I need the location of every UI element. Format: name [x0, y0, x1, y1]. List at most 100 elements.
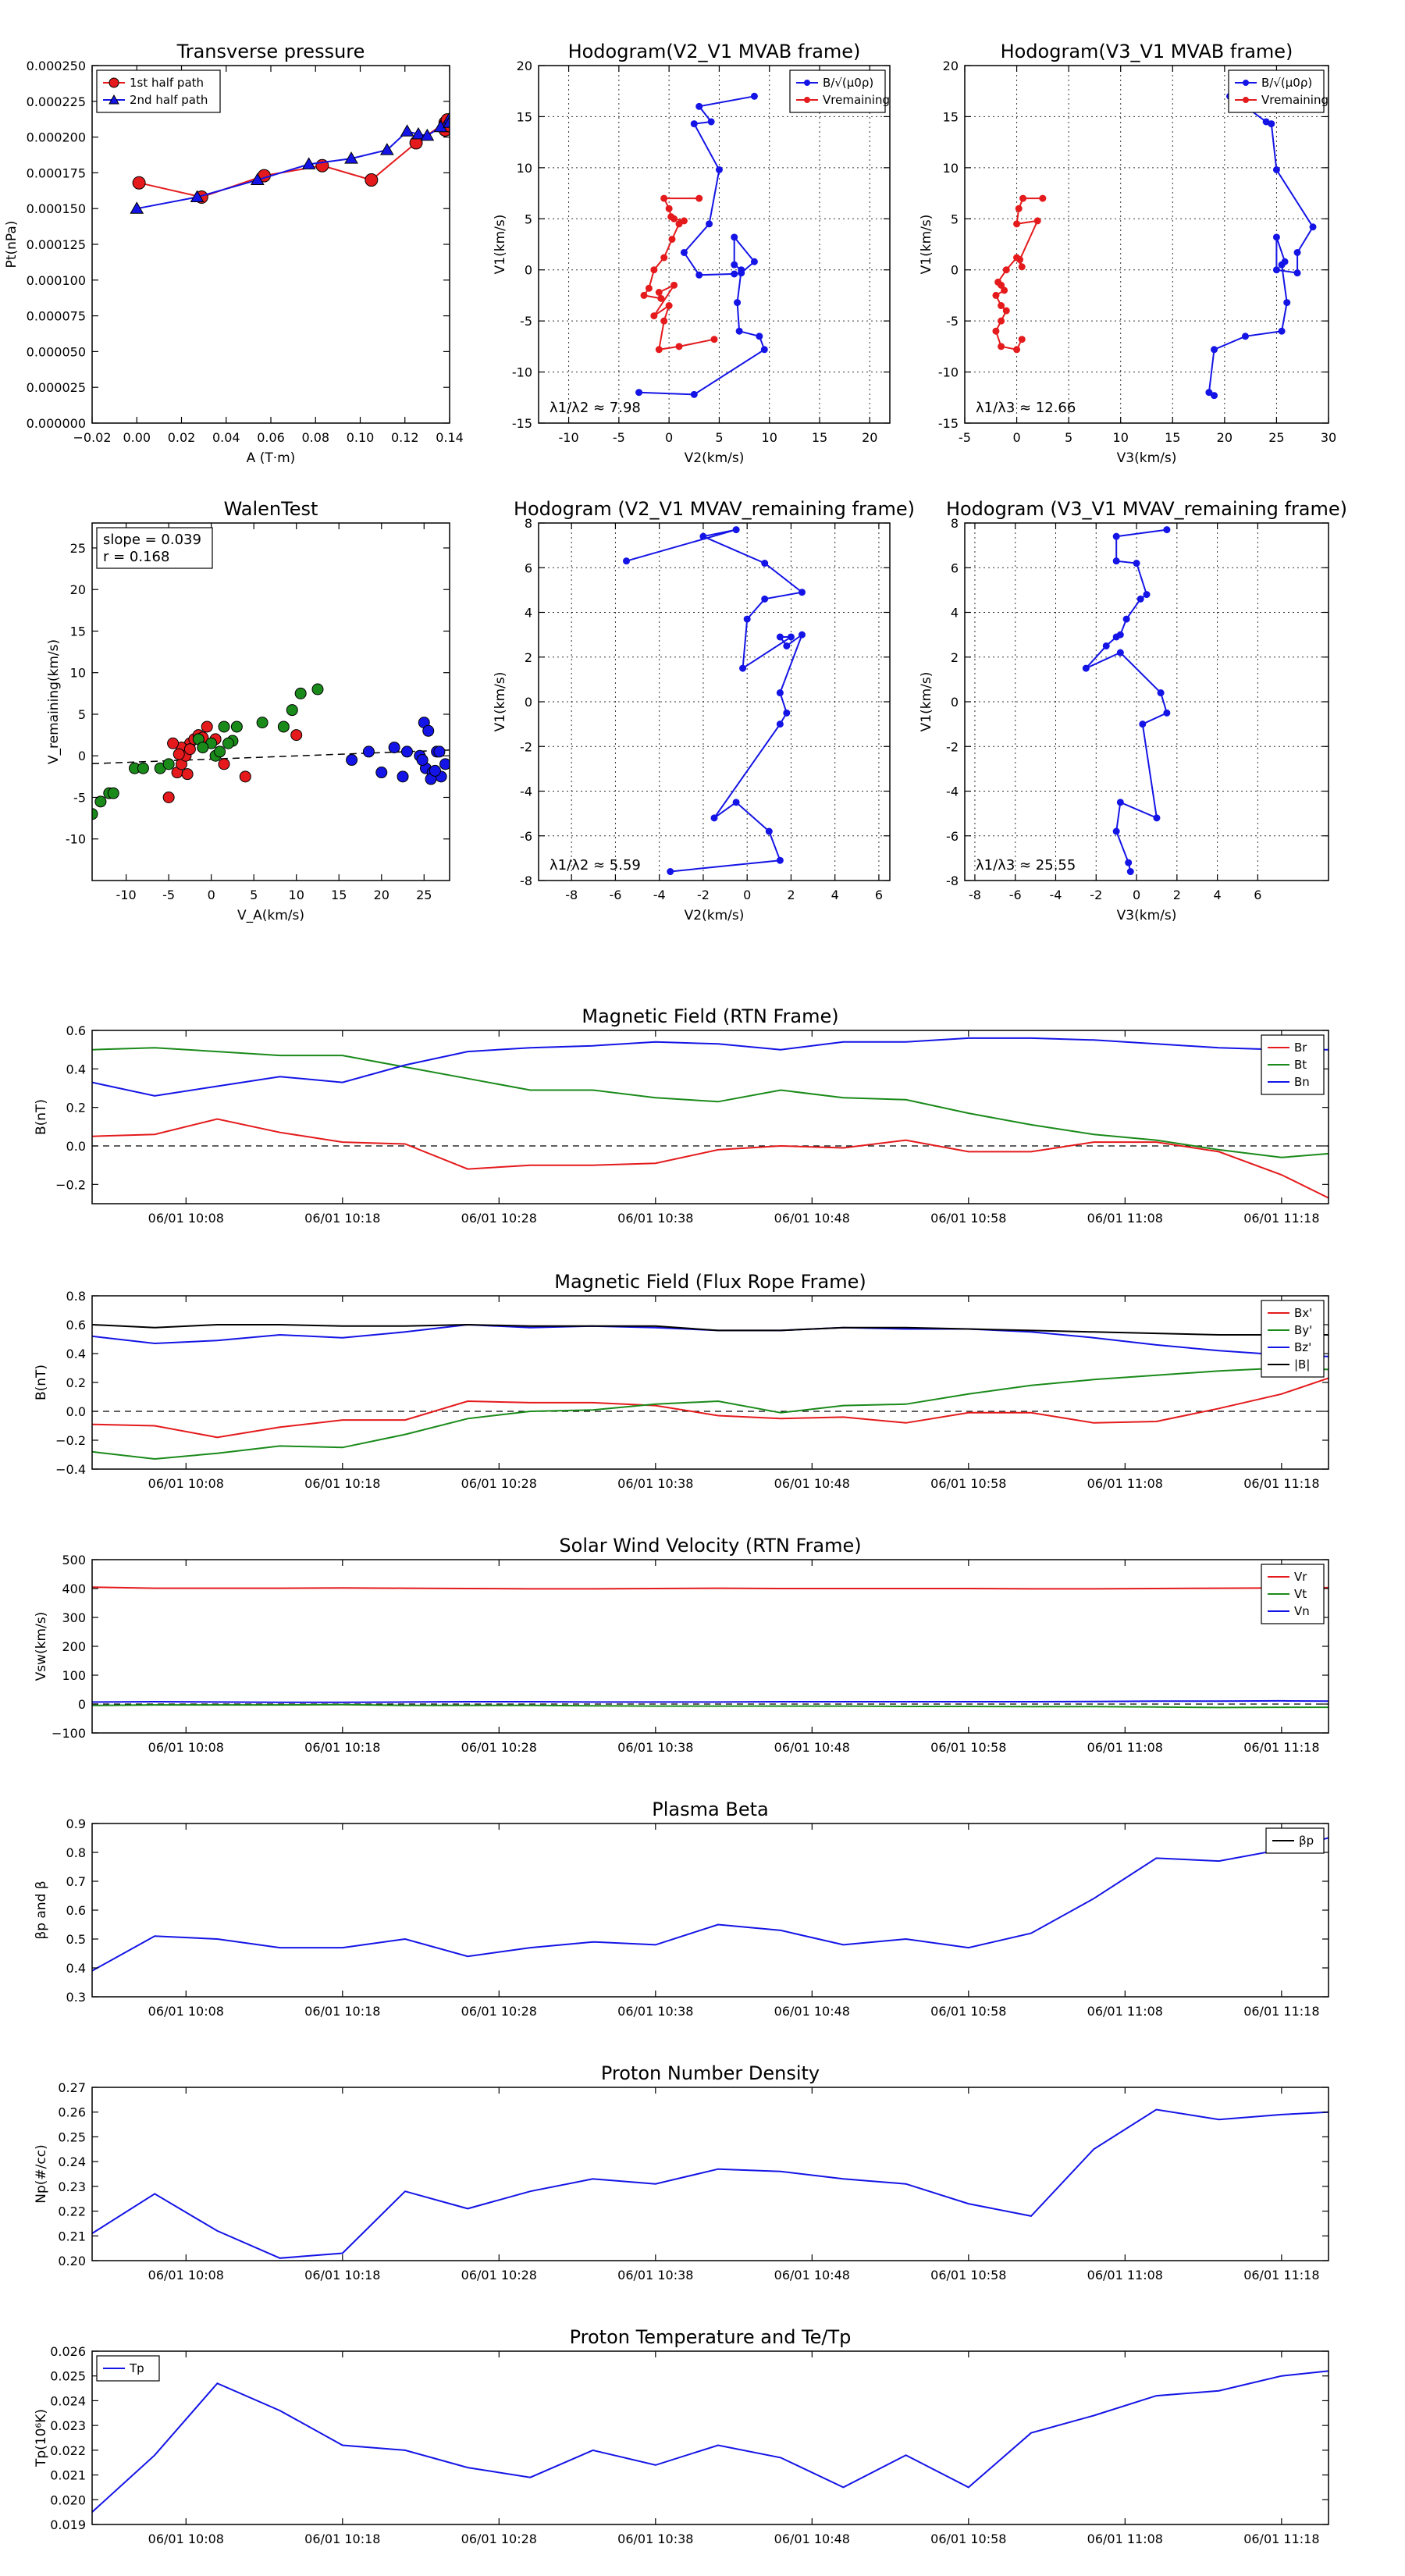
data-point [750, 258, 758, 265]
y-tick-label: −0.4 [55, 1462, 86, 1477]
data-point [416, 754, 429, 767]
series-line-By' [92, 1367, 1329, 1461]
y-tick-label: 0.019 [50, 2517, 86, 2532]
legend: B/√(μ0ρ) Vremaining [1228, 69, 1329, 113]
x-tick-label: -4 [653, 888, 666, 902]
y-tick-label: 0.023 [50, 2418, 86, 2433]
y-tick-label: 0.4 [66, 1347, 86, 1361]
y-tick-label: 0.020 [50, 2492, 86, 2507]
plot-area [92, 1586, 1329, 1709]
data-point [230, 720, 243, 733]
x-tick-label: 06/01 11:18 [1243, 1211, 1319, 1226]
y-tick-label: -4 [946, 785, 959, 799]
data-point [665, 205, 673, 212]
chart-solar-wind-velocity: 06/01 10:08 06/01 10:18 06/01 10:28 06/01 1… [34, 1535, 1329, 1755]
x-tick-label: -6 [609, 888, 621, 902]
series-line-series-0 [1085, 528, 1168, 872]
data-point [1001, 286, 1008, 294]
data-point [756, 333, 763, 340]
data-point [1019, 194, 1027, 202]
data-point [1039, 194, 1047, 202]
legend-marker [108, 94, 119, 105]
data-point [214, 745, 226, 758]
x-tick-label: 06/01 10:38 [617, 2004, 693, 2019]
x-tick-label: 0.12 [391, 430, 419, 445]
y-tick-label: 0.27 [58, 2080, 86, 2095]
legend-label: |B| [1294, 1357, 1310, 1372]
y-tick-label: 10 [517, 161, 532, 176]
y-tick-label: 0 [951, 263, 959, 278]
data-point [1283, 299, 1291, 307]
y-tick-label: 0.000250 [27, 59, 86, 73]
data-point [738, 269, 745, 277]
y-tick-label: 20 [70, 582, 86, 597]
eigenvalue-ratio-annotation: λ1/λ2 ≈ 5.59 [550, 857, 641, 873]
data-point [732, 799, 740, 806]
data-point [660, 317, 668, 325]
legend-label: Vremaining [1261, 93, 1329, 107]
data-point [731, 233, 738, 241]
y-tick-label: 0.3 [66, 1990, 86, 2005]
data-point [400, 124, 414, 137]
x-tick-label: -6 [1009, 888, 1022, 902]
data-point [92, 808, 98, 820]
data-point [715, 165, 723, 173]
data-point [783, 709, 791, 717]
stats-line: slope = 0.039 [103, 532, 201, 548]
data-point [1136, 595, 1144, 603]
data-point [130, 201, 144, 214]
x-tick-label: 30 [1321, 430, 1336, 445]
x-tick-label: −0.02 [73, 430, 111, 445]
y-tick-label: 0.4 [66, 1062, 86, 1076]
legend: Vr Vt Vn [1261, 1564, 1325, 1624]
series-line-Vn [92, 1699, 1329, 1703]
data-point [690, 120, 698, 128]
data-point [734, 299, 742, 307]
y-tick-label: -5 [520, 314, 532, 329]
x-tick-label: 06/01 10:18 [304, 1211, 380, 1226]
y-tick-label: 0.000100 [27, 273, 86, 288]
data-point [731, 261, 738, 269]
legend-marker [804, 80, 810, 86]
data-point [201, 720, 213, 733]
x-tick-label: 6 [875, 888, 883, 902]
data-point [1133, 560, 1140, 568]
data-point [362, 745, 375, 758]
data-point [290, 729, 303, 742]
x-tick-label: 06/01 10:38 [617, 1476, 693, 1491]
data-point [107, 787, 119, 799]
data-point [776, 633, 784, 641]
chart-title: Proton Number Density [601, 2062, 820, 2084]
x-tick-label: 0 [743, 888, 751, 902]
data-point [992, 291, 1000, 299]
data-point [1262, 118, 1270, 126]
plot-area [623, 526, 806, 876]
data-point [411, 126, 425, 140]
chart-hodogram-v3v1-mvab: -5 0 5 10 15 20 25 30 -15 -10 -5 0 5 10 15 20 Hodogram(V… [919, 41, 1336, 466]
axes-frame [538, 65, 891, 424]
y-axis-label: B(nT) [34, 1364, 49, 1400]
x-tick-label: 5 [715, 430, 723, 445]
legend-label: B/√(μ0ρ) [1261, 76, 1312, 90]
y-axis-label: B(nT) [34, 1099, 49, 1135]
data-point [695, 271, 703, 279]
data-point [1278, 327, 1286, 335]
chart-title: WalenTest [224, 498, 318, 520]
y-tick-label: 0.021 [50, 2468, 86, 2483]
data-point [1002, 307, 1010, 315]
y-tick-label: -8 [946, 873, 959, 888]
data-point [992, 327, 1000, 335]
x-tick-label: 20 [862, 430, 877, 445]
data-point [680, 217, 688, 225]
x-tick-label: 5 [250, 888, 258, 902]
chart-proton-temperature: 06/01 10:08 06/01 10:18 06/01 10:28 06/01 1… [34, 2326, 1329, 2546]
data-point [675, 220, 683, 228]
data-point [181, 768, 194, 781]
y-tick-label: 0.26 [58, 2105, 86, 2120]
y-tick-label: 0.000050 [27, 344, 86, 359]
y-tick-label: 0.21 [58, 2229, 86, 2243]
data-point [695, 102, 703, 110]
y-tick-label: 0.025 [50, 2369, 86, 2384]
y-tick-label: 0.024 [50, 2393, 86, 2408]
x-tick-label: -8 [565, 888, 578, 902]
